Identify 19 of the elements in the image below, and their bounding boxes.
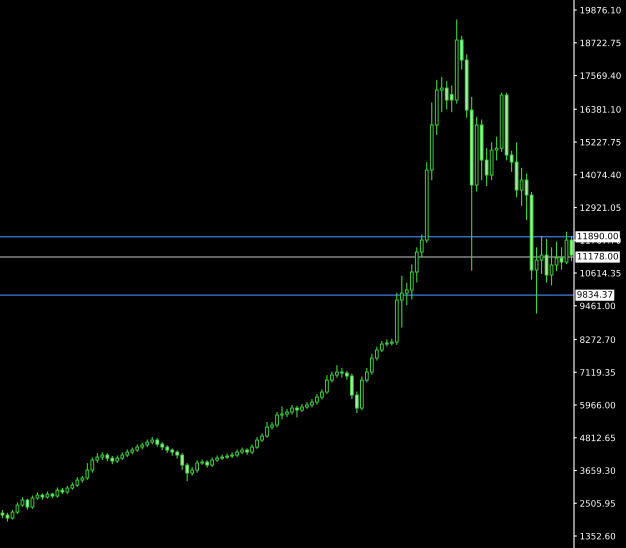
y-tick-label: 3659.30 bbox=[580, 467, 616, 474]
ref-line-label: 9834.37 bbox=[577, 291, 612, 298]
y-tick-label: 1352.60 bbox=[580, 532, 616, 540]
y-tick-label: 14074.40 bbox=[580, 172, 621, 178]
y-tick-label: 16381.10 bbox=[580, 106, 621, 113]
y-tick-label: 9461.00 bbox=[580, 302, 616, 310]
y-tick-label: 4812.65 bbox=[580, 434, 615, 442]
y-tick-label: 17569.40 bbox=[580, 72, 621, 79]
y-tick-label: 12921.05 bbox=[580, 204, 621, 211]
y-tick-label: 5966.00 bbox=[580, 402, 616, 408]
ref-line-label: 11890.00 bbox=[578, 232, 618, 240]
ref-line-label: 11178.00 bbox=[578, 252, 618, 260]
y-tick-label: 7119.35 bbox=[580, 369, 615, 376]
y-tick-label: 15227.75 bbox=[580, 138, 621, 146]
y-tick-label: 19876.10 bbox=[580, 6, 621, 14]
y-tick-label: 8272.70 bbox=[580, 336, 616, 343]
y-tick-label: 2505.95 bbox=[580, 500, 615, 507]
y-tick-label: 10614.35 bbox=[580, 270, 621, 276]
y-tick-label: 18722.75 bbox=[580, 40, 621, 46]
